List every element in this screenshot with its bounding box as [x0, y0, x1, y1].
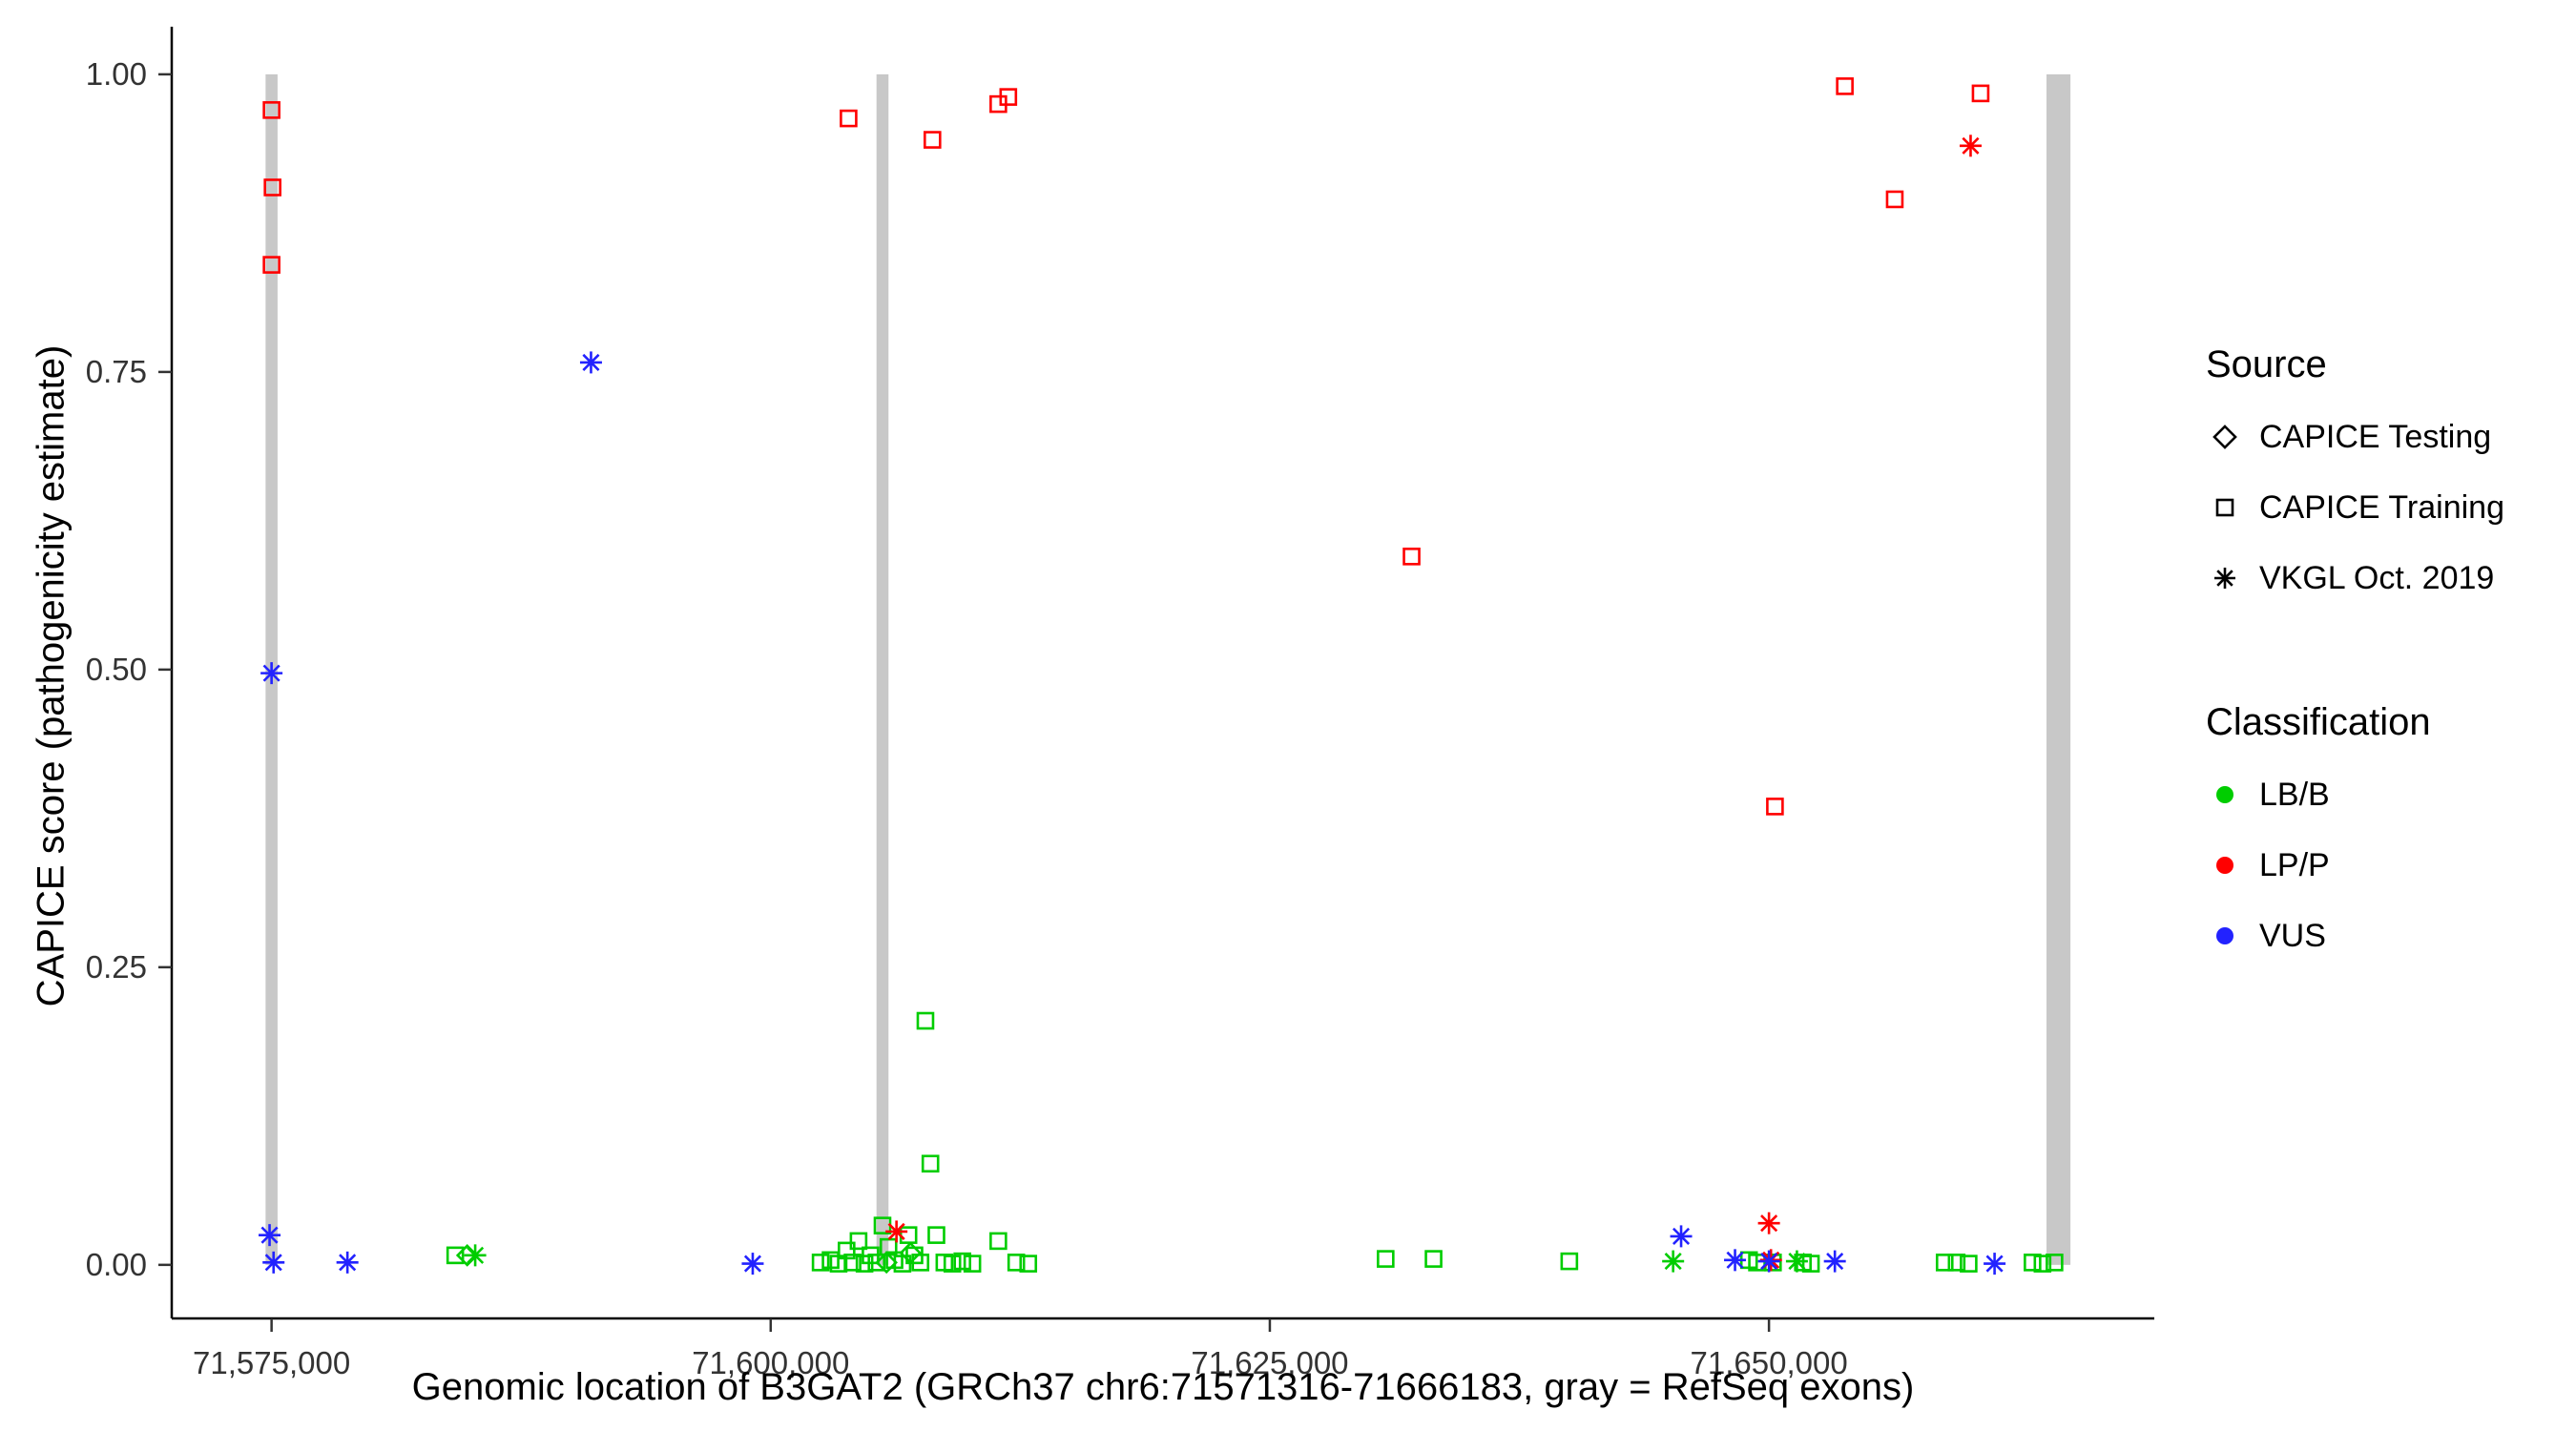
- data-point-asterisk: [464, 1244, 487, 1267]
- refseq-exon-bar: [2046, 73, 2071, 1265]
- data-point-square: [911, 1254, 930, 1272]
- data-point-square: [1377, 1250, 1395, 1268]
- y-tick-label: 1.00: [86, 56, 147, 92]
- data-point-asterisk: [336, 1251, 359, 1274]
- legend-item-vkgl: VKGL Oct. 2019: [2206, 543, 2568, 613]
- x-axis-title: Genomic location of B3GAT2 (GRCh37 chr6:…: [411, 1366, 1915, 1408]
- data-point-square: [879, 1237, 898, 1256]
- data-point-square: [2033, 1255, 2052, 1273]
- data-point-square: [963, 1255, 982, 1273]
- data-point-square: [1801, 1255, 1820, 1273]
- red-dot-icon: [2216, 857, 2233, 874]
- data-point-square: [1836, 77, 1854, 95]
- legend-item-capice-testing: CAPICE Testing: [2206, 402, 2568, 472]
- data-point-square: [838, 1241, 856, 1260]
- data-point-square: [921, 1154, 940, 1173]
- data-point-square: [999, 88, 1018, 106]
- data-point-square: [927, 1226, 945, 1244]
- y-axis-title: CAPICE score (pathogenicity estimate): [30, 344, 73, 1007]
- data-point-asterisk: [885, 1220, 908, 1243]
- data-point-square: [953, 1252, 971, 1271]
- data-point-asterisk: [262, 1251, 285, 1274]
- data-point-square: [1947, 1254, 1966, 1272]
- data-point-square: [2024, 1254, 2042, 1272]
- x-tick-label: 71,625,000: [1191, 1345, 1348, 1380]
- data-point-asterisk: [1662, 1250, 1685, 1273]
- data-point-square: [849, 1232, 868, 1251]
- blue-dot-icon: [2216, 927, 2233, 944]
- data-point-square: [263, 178, 281, 197]
- data-point-asterisk: [1984, 1253, 2006, 1275]
- data-point-square: [1560, 1252, 1579, 1271]
- data-point-square: [1935, 1254, 1954, 1272]
- legend-item-label: VUS: [2259, 917, 2326, 954]
- legend-classification-title: Classification: [2206, 701, 2431, 743]
- data-point-square: [943, 1255, 962, 1273]
- legend-item-label: CAPICE Training: [2259, 488, 2504, 526]
- data-point-asterisk: [1724, 1249, 1747, 1272]
- legend-item-vus: VUS: [2206, 901, 2568, 971]
- asterisk-icon: [2214, 568, 2235, 589]
- data-point-square: [840, 109, 858, 128]
- data-point-asterisk: [1670, 1225, 1693, 1248]
- legend-item-label: LB/B: [2259, 776, 2330, 813]
- legend-item-capice-training: CAPICE Training: [2206, 472, 2568, 543]
- data-point-square: [262, 256, 280, 274]
- y-tick-label: 0.50: [86, 652, 147, 687]
- data-point-square: [2046, 1254, 2064, 1272]
- square-icon: [2215, 498, 2234, 517]
- legend-item-lbb: LB/B: [2206, 759, 2568, 830]
- legend-item-label: VKGL Oct. 2019: [2259, 559, 2495, 596]
- data-point-square: [1402, 548, 1421, 566]
- data-point-square: [923, 131, 942, 149]
- data-point-asterisk: [741, 1253, 764, 1275]
- data-point-square: [843, 1254, 862, 1272]
- data-point-asterisk: [579, 351, 602, 374]
- legend-group-source: Source CAPICE Testing CAPICE Training: [2206, 343, 2568, 613]
- y-tick-label: 0.25: [86, 949, 147, 985]
- legend-source-title: Source: [2206, 343, 2327, 385]
- legend-item-label: LP/P: [2259, 846, 2330, 883]
- data-point-square: [811, 1254, 830, 1272]
- data-point-square: [1424, 1250, 1443, 1268]
- data-point-asterisk: [260, 662, 283, 685]
- data-point-square: [1885, 190, 1904, 209]
- data-point-square: [1007, 1254, 1026, 1272]
- legend-item-label: CAPICE Testing: [2259, 418, 2492, 455]
- data-point-square: [899, 1226, 918, 1244]
- y-tick-label: 0.00: [86, 1247, 147, 1282]
- refseq-exon-bar: [876, 73, 889, 1265]
- data-point-square: [916, 1011, 935, 1030]
- x-tick-label: 71,575,000: [193, 1345, 350, 1380]
- data-point-asterisk: [1757, 1212, 1780, 1234]
- data-point-square: [262, 101, 280, 119]
- data-point-square: [867, 1254, 886, 1272]
- data-point-square: [1971, 84, 1990, 103]
- data-point-asterisk: [1757, 1250, 1780, 1273]
- y-tick-label: 0.75: [86, 354, 147, 389]
- green-dot-icon: [2216, 786, 2233, 803]
- data-point-asterisk: [1785, 1250, 1808, 1273]
- x-tick-label: 71,600,000: [692, 1345, 849, 1380]
- legend-item-lpp: LP/P: [2206, 830, 2568, 901]
- legend: Source CAPICE Testing CAPICE Training: [2206, 343, 2568, 971]
- data-point-diamond: [875, 1251, 899, 1275]
- legend-group-classification: Classification LB/B LP/P VUS: [2206, 701, 2568, 971]
- data-point-square: [1766, 798, 1784, 816]
- data-point-square: [1019, 1255, 1038, 1273]
- data-point-asterisk: [1823, 1250, 1846, 1273]
- data-point-square: [989, 1232, 1008, 1251]
- data-point-asterisk: [259, 1224, 281, 1247]
- data-point-square: [1960, 1255, 1978, 1273]
- data-point-square: [446, 1246, 465, 1265]
- data-point-asterisk: [1959, 135, 1982, 157]
- diamond-icon: [2212, 425, 2237, 449]
- x-tick-label: 71,650,000: [1691, 1345, 1848, 1380]
